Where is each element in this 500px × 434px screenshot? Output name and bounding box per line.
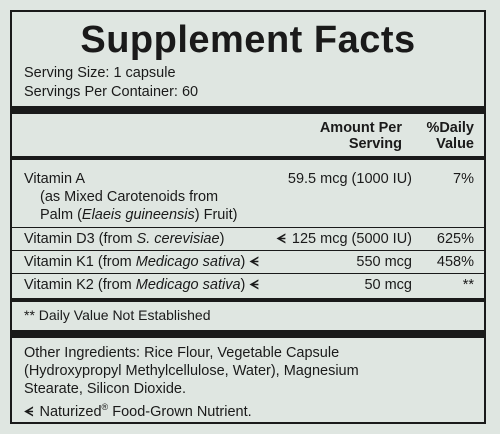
nutrient-detail: (as Mixed Carotenoids from	[40, 189, 219, 205]
other-ingredients-line: Other Ingredients: Rice Flour, Vegetable…	[24, 345, 340, 361]
dv-header-line1: %Daily	[426, 120, 474, 136]
nutrient-amount: ᗕ 125 mcg (5000 IU)	[276, 231, 412, 247]
supplement-facts-panel: Supplement Facts Serving Size: 1 capsule…	[10, 10, 486, 424]
row-divider	[12, 273, 484, 274]
other-ingredients: Other Ingredients: Rice Flour, Vegetable…	[12, 338, 484, 427]
medium-divider	[12, 156, 484, 160]
amount-header-line2: Serving	[348, 136, 402, 152]
thick-divider	[12, 330, 484, 338]
nutrient-row-vitamin-d3: Vitamin D3 (from S. cerevisiae) ᗕ 125 mc…	[12, 228, 484, 250]
nutrient-dv: 625%	[436, 231, 474, 247]
nutrient-amount: 59.5 mcg (1000 IU)	[287, 171, 412, 187]
nutrient-name: Vitamin K2 (from Medicago sativa) ᗕ	[24, 277, 259, 293]
naturized-note: ᗕ Naturized® Food-Grown Nutrient.	[24, 402, 252, 420]
other-ingredients-line: Stearate, Silicon Dioxide.	[24, 381, 186, 397]
other-ingredients-line: (Hydroxypropyl Methylcellulose, Water), …	[24, 363, 359, 379]
naturized-symbol-icon: ᗕ	[24, 403, 34, 419]
servings-per-container: Servings Per Container: 60	[24, 84, 199, 100]
nutrient-dv: 7%	[453, 171, 474, 187]
nutrient-dv: 458%	[436, 254, 474, 270]
serving-size: Serving Size: 1 capsule	[24, 65, 176, 81]
amount-header-line1: Amount Per	[319, 120, 402, 136]
footnote: ** Daily Value Not Established	[24, 307, 211, 323]
row-divider	[12, 250, 484, 251]
panel-title: Supplement Facts	[80, 19, 416, 61]
nutrient-name: Vitamin A	[24, 171, 85, 187]
medium-divider	[12, 298, 484, 302]
nutrient-name: Vitamin K1 (from Medicago sativa) ᗕ	[24, 254, 259, 270]
thick-divider	[12, 106, 484, 114]
row-divider	[12, 227, 484, 228]
nutrient-row-vitamin-k2: Vitamin K2 (from Medicago sativa) ᗕ 50 m…	[12, 274, 484, 296]
nutrient-dv: **	[462, 277, 474, 293]
nutrient-amount: 50 mcg	[364, 277, 412, 293]
nutrient-row-vitamin-a: Vitamin A 59.5 mcg (1000 IU) 7% (as Mixe…	[12, 160, 484, 227]
column-header: Amount Per Serving %Daily Value	[12, 114, 484, 156]
naturized-symbol-icon: ᗕ	[249, 277, 259, 292]
dv-header-line2: Value	[436, 136, 474, 152]
naturized-symbol-icon: ᗕ	[249, 254, 259, 269]
nutrient-amount: 550 mcg	[356, 254, 412, 270]
nutrient-name: Vitamin D3 (from S. cerevisiae)	[24, 231, 225, 247]
nutrient-row-vitamin-k1: Vitamin K1 (from Medicago sativa) ᗕ 550 …	[12, 251, 484, 273]
nutrient-detail-source: Palm (Elaeis guineensis) Fruit)	[40, 207, 238, 223]
naturized-symbol-icon: ᗕ	[276, 231, 286, 246]
